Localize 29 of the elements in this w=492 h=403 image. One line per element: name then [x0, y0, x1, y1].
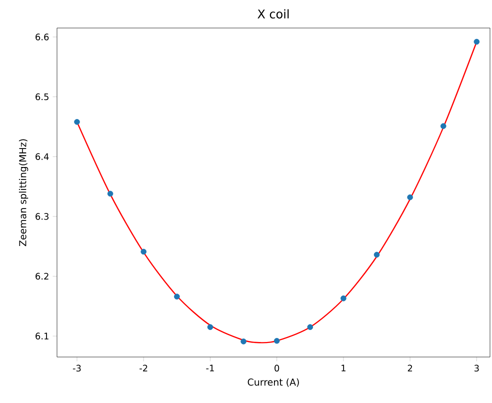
- point: [207, 324, 214, 330]
- point: [74, 119, 80, 125]
- point: [340, 295, 346, 302]
- point: [140, 248, 146, 255]
- point: [374, 252, 380, 258]
- x-axis-title: Current (A): [248, 378, 299, 387]
- y-tick-label: 6.2: [36, 272, 48, 280]
- point: [307, 324, 314, 330]
- point: [174, 294, 180, 300]
- y-tick-label: 6.6: [36, 34, 49, 40]
- x-tick-label: -3: [72, 364, 81, 372]
- x-tick-label: 3: [474, 364, 479, 372]
- point: [274, 338, 280, 344]
- point: [474, 38, 480, 45]
- point: [107, 190, 114, 197]
- point: [240, 338, 246, 344]
- y-axis-title: Zeeman splitting(MHz): [18, 139, 28, 246]
- point: [407, 194, 413, 200]
- y-tick-label: 6.3: [36, 213, 49, 220]
- x-tick-label: -2: [140, 364, 148, 372]
- x-tick-label: -1: [206, 364, 214, 372]
- x-tick-label: 2: [408, 364, 412, 372]
- x-tick-label: 0: [274, 364, 280, 372]
- chart-title: X coil: [258, 9, 289, 19]
- y-tick-label: 6.1: [36, 332, 48, 340]
- y-tick-label: 6.4: [36, 153, 49, 160]
- x-tick-label: 1: [342, 364, 346, 372]
- point: [440, 123, 446, 129]
- y-tick-label: 6.5: [36, 93, 48, 100]
